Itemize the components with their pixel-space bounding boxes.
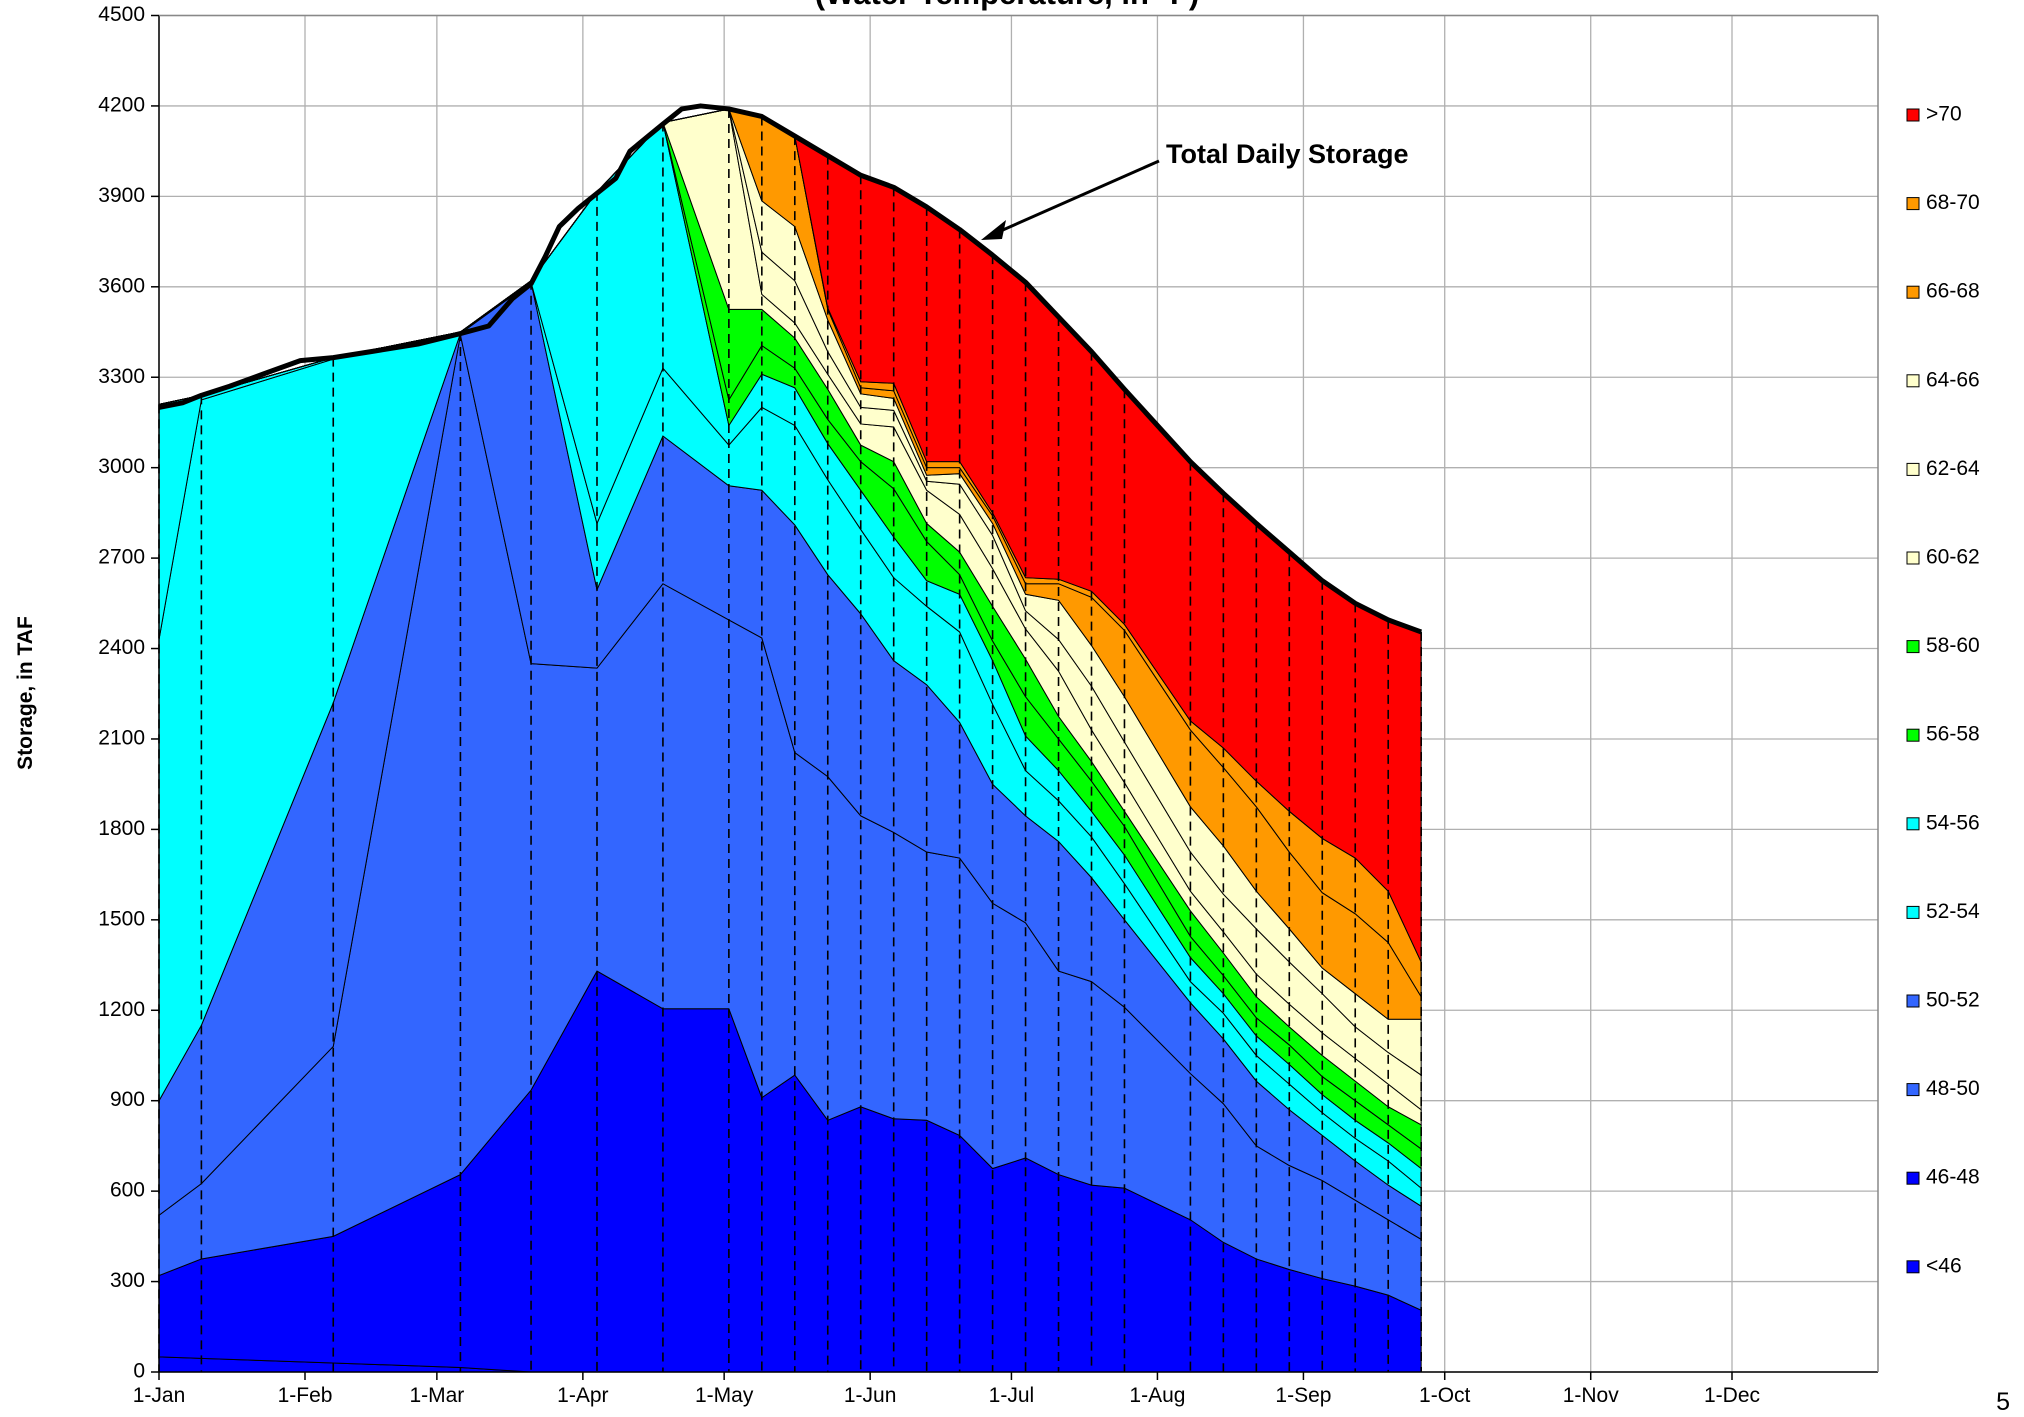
legend-label: 62-64 — [1926, 457, 1980, 480]
y-tick-label: 0 — [133, 1360, 145, 1383]
legend-label: 54-56 — [1926, 811, 1980, 834]
total-line — [158, 103, 1423, 635]
legend-swatch — [1906, 462, 1920, 476]
legend-label: 46-48 — [1926, 1166, 1980, 1189]
axes: 0 300 600 900 1200 1500 1800 2100 2400 2700 3000 33… — [98, 3, 1879, 1407]
legend-label: 60-62 — [1926, 546, 1980, 569]
x-tick-label: 1-Feb — [278, 1384, 333, 1407]
y-axis-label: Storage, in TAF — [14, 616, 37, 770]
legend-label: 66-68 — [1926, 280, 1980, 303]
x-tick-label: 1-Mar — [409, 1384, 464, 1407]
annotation-arrowhead — [981, 220, 1006, 240]
y-tick-label: 1500 — [98, 907, 145, 930]
legend-swatch — [1906, 1171, 1920, 1185]
legend-label: <46 — [1926, 1254, 1962, 1277]
legend-label: 58-60 — [1926, 634, 1980, 657]
legend-swatch — [1906, 1083, 1920, 1097]
x-tick-label: 1-Sep — [1275, 1384, 1331, 1407]
legend-swatch — [1906, 374, 1920, 388]
legend-swatch — [1906, 728, 1920, 742]
y-tick-label: 4200 — [98, 93, 145, 116]
annotation: Total Daily Storage — [1166, 139, 1409, 169]
legend-label: 52-54 — [1926, 900, 1980, 923]
legend-label: >70 — [1926, 103, 1962, 126]
legend-swatch — [1906, 197, 1920, 211]
legend-swatch — [1906, 905, 1920, 919]
legend-swatch — [1906, 551, 1920, 565]
y-tick-label: 3600 — [98, 274, 145, 297]
legend-label: 68-70 — [1926, 191, 1980, 214]
y-tick-label: 900 — [110, 1088, 145, 1111]
legend: >70 68-70 66-68 64-66 62-64 60-62 58-60 56-58 54… — [1906, 103, 1980, 1277]
y-tick-label: 2400 — [98, 636, 145, 659]
x-tick-label: 1-Jan — [133, 1384, 186, 1407]
x-tick-label: 1-Dec — [1704, 1384, 1760, 1407]
y-tick-label: 1200 — [98, 998, 145, 1021]
x-tick-label: 1-Nov — [1563, 1384, 1620, 1407]
y-tick-label: 1800 — [98, 817, 145, 840]
chart-title: (Water Temperature, in °F) — [815, 0, 1199, 11]
legend-label: 48-50 — [1926, 1077, 1980, 1100]
y-tick-label: 4500 — [98, 3, 145, 26]
legend-swatch — [1906, 108, 1920, 122]
x-tick-label: 1-Jul — [989, 1384, 1035, 1407]
page-number: 5 — [1996, 1388, 2010, 1416]
legend-swatch — [1906, 285, 1920, 299]
x-tick-label: 1-Oct — [1419, 1384, 1471, 1407]
y-tick-label: 2100 — [98, 727, 145, 750]
legend-label: 56-58 — [1926, 723, 1980, 746]
y-tick-label: 3300 — [98, 365, 145, 388]
y-tick-label: 300 — [110, 1269, 145, 1292]
areas — [158, 108, 1422, 1373]
legend-label: 64-66 — [1926, 368, 1980, 391]
overlay — [158, 103, 1423, 1372]
legend-swatch — [1906, 817, 1920, 831]
x-tick-label: 1-Jun — [844, 1384, 897, 1407]
y-tick-label: 3000 — [98, 455, 145, 478]
y-tick-label: 600 — [110, 1179, 145, 1202]
x-tick-label: 1-Apr — [557, 1384, 608, 1407]
legend-swatch — [1906, 640, 1920, 654]
legend-swatch — [1906, 994, 1920, 1008]
y-tick-label: 3900 — [98, 184, 145, 207]
annotation-arrow — [995, 159, 1160, 235]
y-tick-label: 2700 — [98, 546, 145, 569]
legend-label: 50-52 — [1926, 989, 1980, 1012]
x-tick-label: 1-Aug — [1129, 1384, 1185, 1407]
x-tick-label: 1-May — [695, 1384, 754, 1407]
legend-swatch — [1906, 1260, 1920, 1274]
